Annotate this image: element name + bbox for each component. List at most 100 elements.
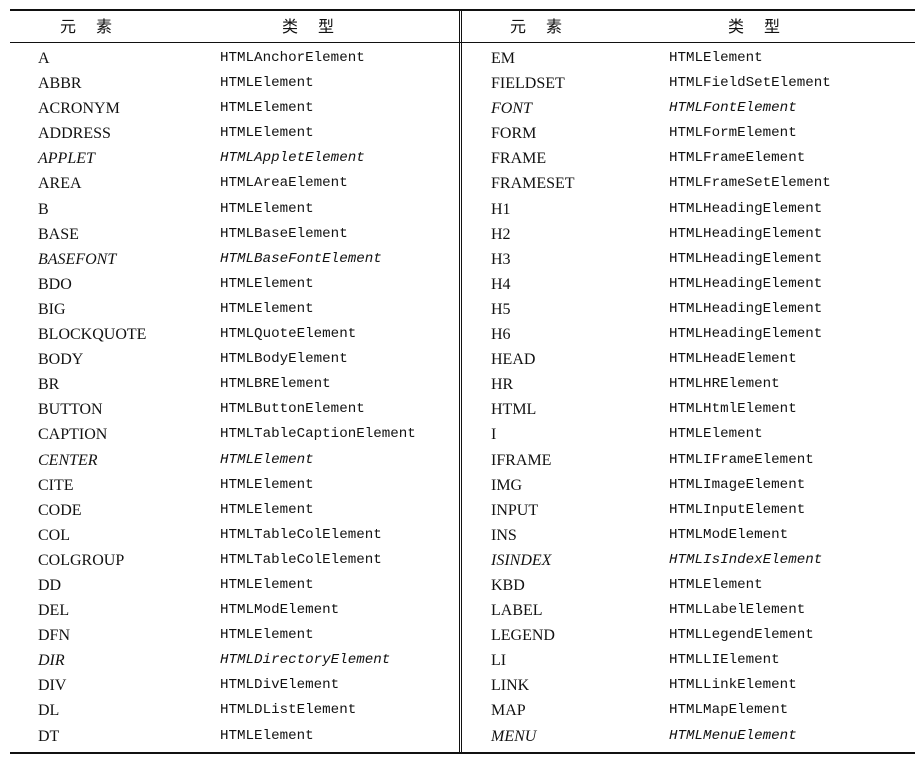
- header-left: 元素 类型: [10, 11, 459, 42]
- table-row: FRAME HTMLFrameElement: [462, 146, 915, 171]
- table-row: APPLET HTMLAppletElement: [10, 146, 459, 171]
- element-name-cell: APPLET: [38, 150, 95, 168]
- table-row: DIR HTMLDirectoryElement: [10, 648, 459, 673]
- element-type-cell: HTMLElement: [220, 200, 314, 217]
- element-type-cell: HTMLButtonElement: [220, 401, 365, 418]
- element-name-cell: DD: [38, 576, 62, 594]
- element-name-cell: DL: [38, 702, 60, 720]
- element-type-cell: HTMLHRElement: [669, 376, 780, 393]
- element-name-cell: BUTTON: [38, 401, 103, 419]
- element-name-cell: ISINDEX: [491, 551, 552, 569]
- element-type-cell: HTMLLabelElement: [669, 602, 806, 619]
- element-type-cell: HTMLIFrameElement: [669, 451, 814, 468]
- element-type-cell: HTMLAnchorElement: [220, 50, 365, 66]
- element-type-cell: HTMLImageElement: [669, 476, 806, 493]
- element-type-cell: HTMLLegendElement: [669, 627, 814, 644]
- table-row: CENTER HTMLElement: [10, 448, 459, 473]
- table-row: FONT HTMLFontElement: [462, 96, 915, 121]
- element-type-cell: HTMLElement: [669, 576, 763, 593]
- element-type-cell: HTMLElement: [220, 576, 314, 593]
- element-name-cell: CITE: [38, 476, 74, 494]
- element-name-cell: BDO: [38, 275, 72, 293]
- table-row: INS HTMLModElement: [462, 523, 915, 548]
- column-divider: [459, 43, 462, 752]
- table-row: MENU HTMLMenuElement: [462, 724, 915, 749]
- element-type-cell: HTMLHeadingElement: [669, 250, 823, 267]
- element-name-cell: FORM: [491, 125, 537, 143]
- table-row: MAP HTMLMapElement: [462, 698, 915, 723]
- element-name-cell: MENU: [491, 727, 537, 745]
- element-type-cell: HTMLHeadingElement: [669, 200, 823, 217]
- table-row: BODY HTMLBodyElement: [10, 347, 459, 372]
- table-row: BASE HTMLBaseElement: [10, 222, 459, 247]
- element-type-cell: HTMLMapElement: [669, 702, 789, 719]
- table-row: DD HTMLElement: [10, 573, 459, 598]
- table-row: BR HTMLBRElement: [10, 372, 459, 397]
- element-name-cell: ACRONYM: [38, 100, 120, 118]
- table-row: H4 HTMLHeadingElement: [462, 272, 915, 297]
- element-name-cell: BASE: [38, 225, 79, 243]
- element-name-cell: A: [38, 50, 50, 67]
- table-top-rule: [10, 9, 915, 11]
- element-name-cell: FONT: [491, 100, 532, 118]
- element-name-cell: H2: [491, 225, 511, 243]
- element-name-cell: BLOCKQUOTE: [38, 326, 147, 344]
- element-name-cell: COL: [38, 526, 70, 544]
- table-row: LABEL HTMLLabelElement: [462, 598, 915, 623]
- element-type-cell: HTMLModElement: [220, 602, 340, 619]
- element-name-cell: DIV: [38, 677, 67, 695]
- header-element-label: 元素: [60, 17, 133, 36]
- table-row: H1 HTMLHeadingElement: [462, 197, 915, 222]
- element-type-cell: HTMLFormElement: [669, 125, 797, 142]
- element-type-table: 元素 类型 元素 类型 A HTMLAnchorElement ABBR HTMLEl…: [10, 9, 915, 754]
- element-type-cell: HTMLLIElement: [669, 652, 780, 669]
- element-name-cell: MAP: [491, 702, 526, 720]
- table-row: DT HTMLElement: [10, 724, 459, 749]
- table-row: KBD HTMLElement: [462, 573, 915, 598]
- table-row: BASEFONT HTMLBaseFontElement: [10, 247, 459, 272]
- element-name-cell: EM: [491, 50, 515, 67]
- table-row: ISINDEX HTMLIsIndexElement: [462, 548, 915, 573]
- element-type-cell: HTMLElement: [220, 451, 314, 468]
- element-type-cell: HTMLInputElement: [669, 501, 806, 518]
- element-type-cell: HTMLIsIndexElement: [669, 551, 823, 568]
- element-name-cell: H6: [491, 326, 511, 344]
- element-name-cell: B: [38, 200, 49, 218]
- table-body: A HTMLAnchorElement ABBR HTMLElement ACRONYM…: [10, 43, 915, 752]
- element-type-cell: HTMLTableCaptionElement: [220, 426, 416, 443]
- table-row: FRAMESET HTMLFrameSetElement: [462, 171, 915, 196]
- element-name-cell: DEL: [38, 602, 70, 620]
- table-row: I HTMLElement: [462, 422, 915, 447]
- element-type-cell: HTMLQuoteElement: [220, 326, 357, 343]
- element-name-cell: HTML: [491, 401, 537, 419]
- element-type-cell: HTMLDirectoryElement: [220, 652, 391, 669]
- element-type-cell: HTMLElement: [220, 501, 314, 518]
- element-name-cell: I: [491, 426, 497, 444]
- header-rule: [10, 42, 915, 43]
- table-row: ADDRESS HTMLElement: [10, 121, 459, 146]
- table-row: BIG HTMLElement: [10, 297, 459, 322]
- header-right: 元素 类型: [462, 11, 915, 42]
- table-row: H6 HTMLHeadingElement: [462, 322, 915, 347]
- table-row: A HTMLAnchorElement: [10, 46, 459, 71]
- element-name-cell: AREA: [38, 175, 82, 193]
- element-type-cell: HTMLHeadingElement: [669, 225, 823, 242]
- table-row: IMG HTMLImageElement: [462, 473, 915, 498]
- table-row: IFRAME HTMLIFrameElement: [462, 448, 915, 473]
- element-name-cell: FRAME: [491, 150, 547, 168]
- table-row: DL HTMLDListElement: [10, 698, 459, 723]
- element-type-cell: HTMLModElement: [669, 526, 789, 543]
- element-name-cell: CENTER: [38, 451, 98, 469]
- element-type-cell: HTMLElement: [220, 275, 314, 292]
- element-type-cell: HTMLElement: [220, 125, 314, 142]
- element-type-cell: HTMLBodyElement: [220, 351, 348, 368]
- table-row: H2 HTMLHeadingElement: [462, 222, 915, 247]
- table-row: COL HTMLTableColElement: [10, 523, 459, 548]
- header-type-label: 类型: [282, 17, 355, 36]
- element-type-cell: HTMLAreaElement: [220, 175, 348, 192]
- table-row: H5 HTMLHeadingElement: [462, 297, 915, 322]
- element-type-cell: HTMLElement: [220, 476, 314, 493]
- element-name-cell: H3: [491, 250, 511, 268]
- table-row: EM HTMLElement: [462, 46, 915, 71]
- element-type-cell: HTMLElement: [220, 100, 314, 117]
